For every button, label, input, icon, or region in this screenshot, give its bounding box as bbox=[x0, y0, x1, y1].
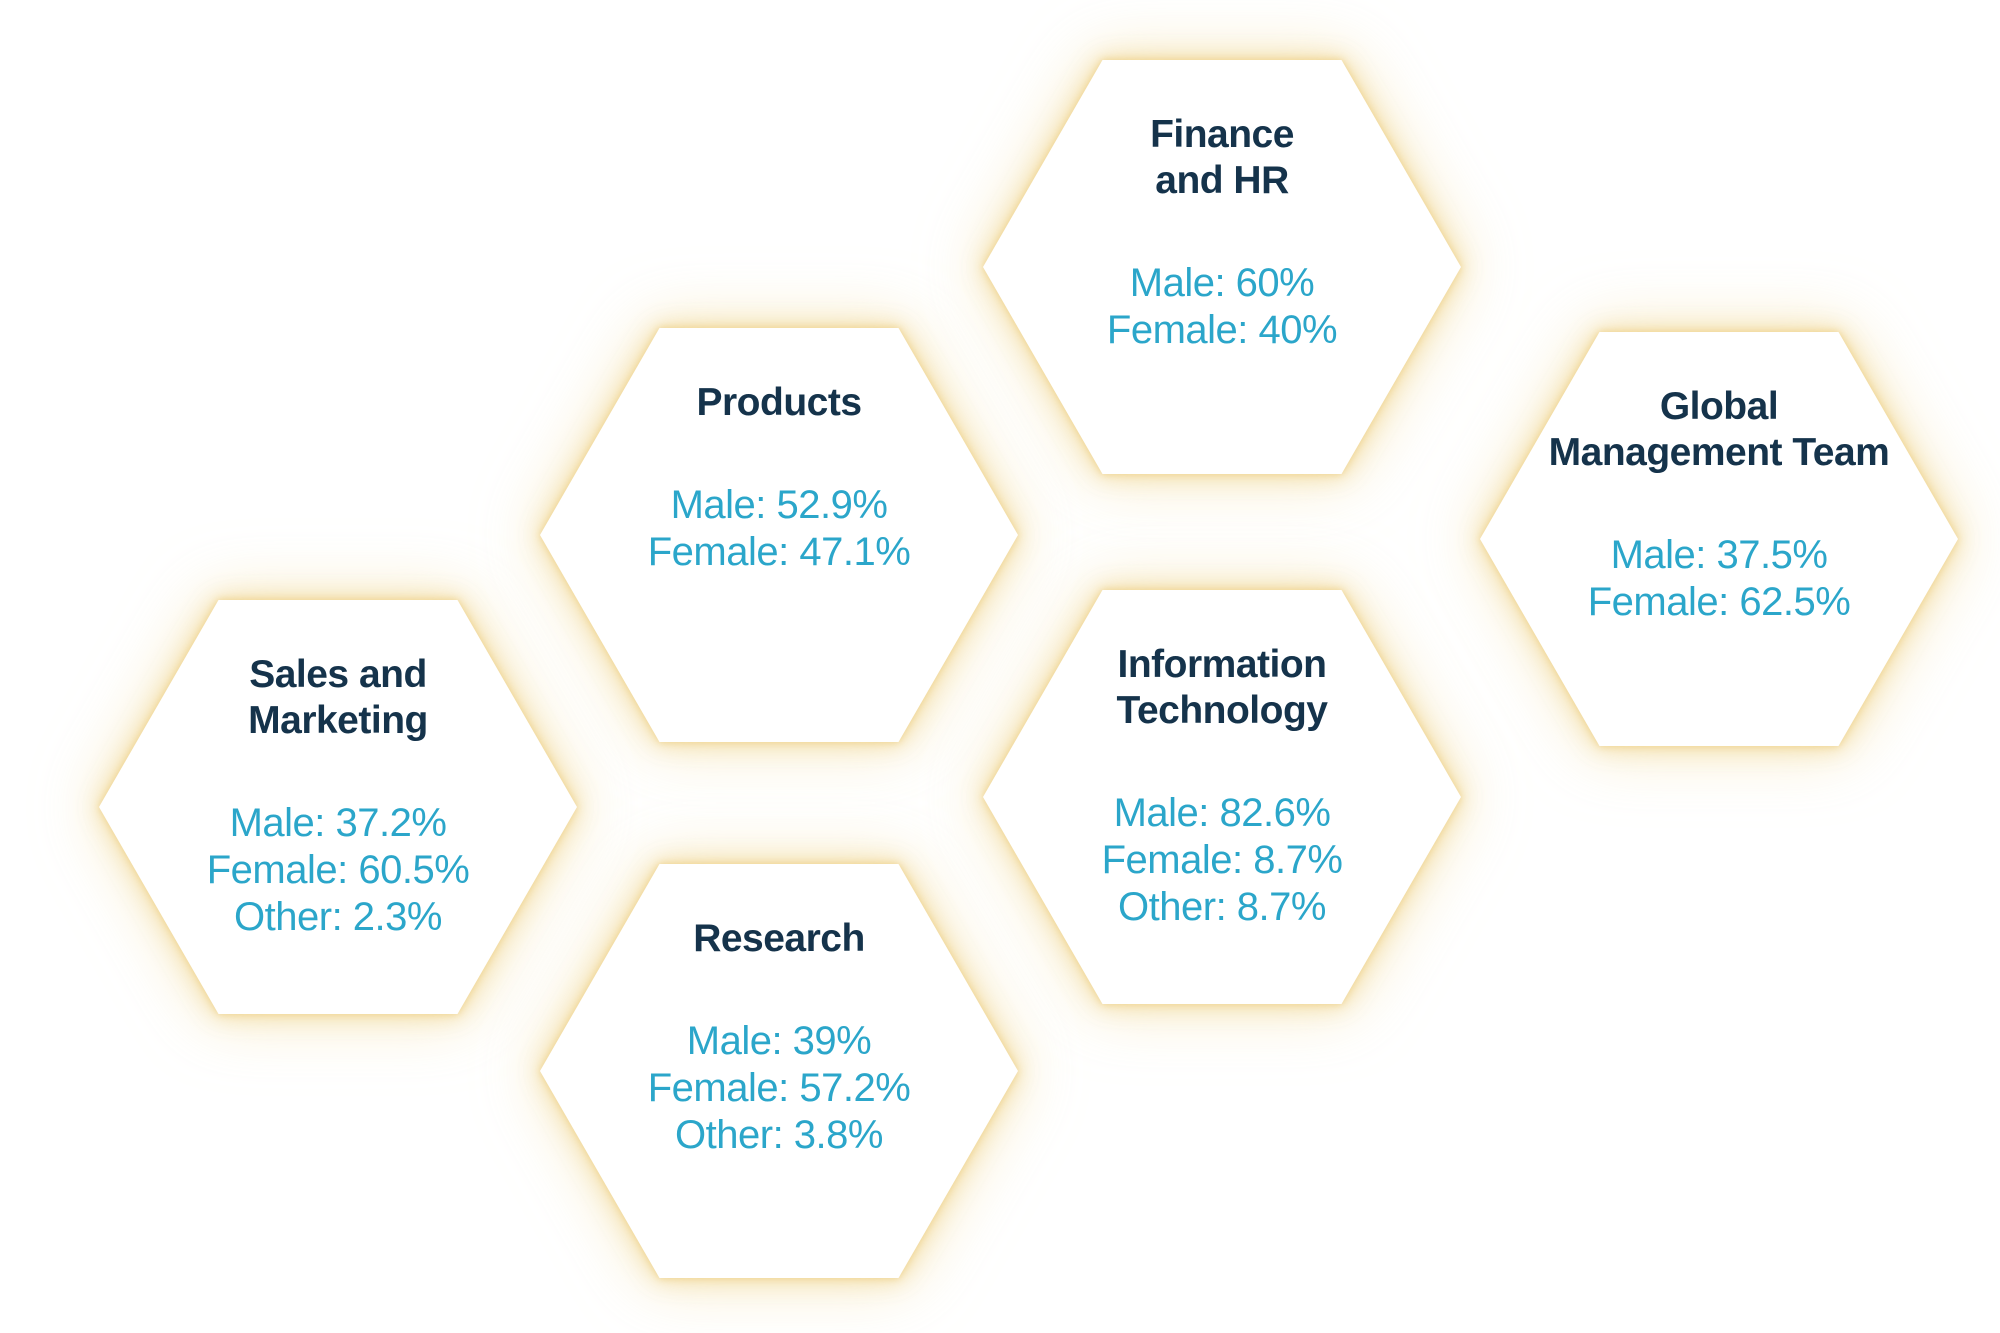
hex-content: Sales and Marketing Male: 37.2% Female: … bbox=[99, 600, 577, 1014]
stat-line-male: Male: 60% bbox=[1129, 261, 1315, 305]
stat-line-female: Female: 62.5% bbox=[1587, 580, 1851, 624]
hex-title: Sales and Marketing bbox=[248, 653, 428, 742]
stat-line-other: Other: 3.8% bbox=[675, 1113, 883, 1157]
hexagon-shape: Finance and HR Male: 60% Female: 40% bbox=[983, 60, 1461, 474]
hexagon-shape: Global Management Team Male: 37.5% Femal… bbox=[1480, 332, 1958, 746]
hex-research: Research Male: 39% Female: 57.2% Other: … bbox=[540, 864, 1018, 1278]
hex-global-management-team: Global Management Team Male: 37.5% Femal… bbox=[1480, 332, 1958, 746]
stat-line-female: Female: 8.7% bbox=[1101, 838, 1343, 882]
stat-line-male: Male: 82.6% bbox=[1113, 791, 1331, 835]
stat-line-female: Female: 57.2% bbox=[647, 1066, 911, 1110]
hexagon-shape: Research Male: 39% Female: 57.2% Other: … bbox=[540, 864, 1018, 1278]
stat-line-female: Female: 40% bbox=[1106, 308, 1338, 352]
hex-stats: Male: 60% Female: 40% bbox=[1106, 260, 1338, 354]
hex-title: Global Management Team bbox=[1548, 385, 1890, 474]
hex-stats: Male: 37.5% Female: 62.5% bbox=[1588, 532, 1851, 626]
hex-content: Finance and HR Male: 60% Female: 40% bbox=[983, 60, 1461, 474]
hex-finance-hr: Finance and HR Male: 60% Female: 40% bbox=[983, 60, 1461, 474]
hexagon-shape: Sales and Marketing Male: 37.2% Female: … bbox=[99, 600, 577, 1014]
stat-line-female: Female: 60.5% bbox=[206, 848, 470, 892]
stat-line-female: Female: 47.1% bbox=[647, 530, 911, 574]
hexagon-shape: Information Technology Male: 82.6% Femal… bbox=[983, 590, 1461, 1004]
hex-content: Research Male: 39% Female: 57.2% Other: … bbox=[540, 864, 1018, 1278]
hex-products: Products Male: 52.9% Female: 47.1% bbox=[540, 328, 1018, 742]
stat-line-other: Other: 2.3% bbox=[234, 895, 442, 939]
hex-content: Information Technology Male: 82.6% Femal… bbox=[983, 590, 1461, 1004]
stat-line-male: Male: 37.5% bbox=[1610, 533, 1828, 577]
hex-title: Research bbox=[693, 917, 865, 960]
hex-information-technology: Information Technology Male: 82.6% Femal… bbox=[983, 590, 1461, 1004]
hex-sales-and-marketing: Sales and Marketing Male: 37.2% Female: … bbox=[99, 600, 577, 1014]
hex-title: Information Technology bbox=[1116, 643, 1328, 732]
stat-line-male: Male: 37.2% bbox=[229, 801, 447, 845]
stat-line-other: Other: 8.7% bbox=[1118, 885, 1326, 929]
hex-stats: Male: 39% Female: 57.2% Other: 3.8% bbox=[648, 1018, 911, 1159]
hexagon-shape: Products Male: 52.9% Female: 47.1% bbox=[540, 328, 1018, 742]
hex-stats: Male: 37.2% Female: 60.5% Other: 2.3% bbox=[207, 800, 470, 941]
hex-title: Finance and HR bbox=[1150, 113, 1294, 202]
hex-stats: Male: 52.9% Female: 47.1% bbox=[648, 482, 911, 576]
stat-line-male: Male: 39% bbox=[686, 1019, 872, 1063]
hex-title: Products bbox=[696, 381, 862, 424]
hex-stats: Male: 82.6% Female: 8.7% Other: 8.7% bbox=[1102, 790, 1343, 931]
hex-content: Global Management Team Male: 37.5% Femal… bbox=[1480, 332, 1958, 746]
hex-content: Products Male: 52.9% Female: 47.1% bbox=[540, 328, 1018, 742]
stat-line-male: Male: 52.9% bbox=[670, 483, 888, 527]
